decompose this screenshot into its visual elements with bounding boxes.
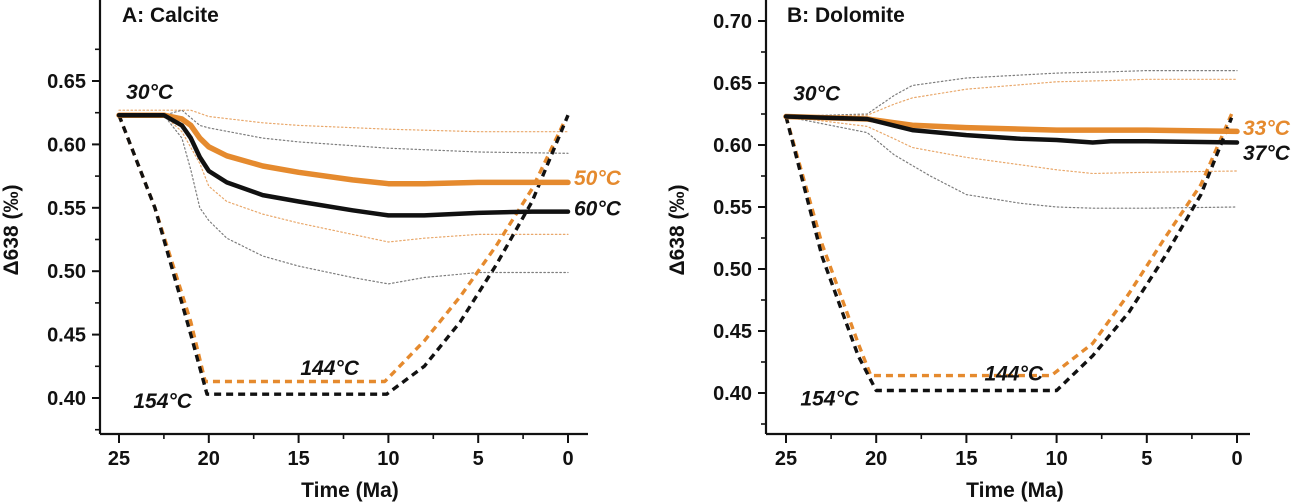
temperature-annotation: 37°C xyxy=(1243,142,1291,165)
x-axis-label: Time (Ma) xyxy=(301,479,399,502)
temperature-annotation: 30°C xyxy=(126,81,174,104)
temperature-annotation: 60°C xyxy=(574,197,622,220)
envelope-line xyxy=(785,115,1238,175)
y-tick-label: 0.70 xyxy=(713,11,752,33)
envelope-line xyxy=(118,109,569,154)
x-tick-label: 15 xyxy=(955,448,977,470)
y-tick-label: 0.65 xyxy=(47,71,86,93)
x-tick-label: 5 xyxy=(1141,448,1152,470)
y-tick-label: 0.40 xyxy=(47,388,86,410)
y-axis-label: Δ638 (‰) xyxy=(666,185,689,276)
y-tick-label: 0.65 xyxy=(713,73,752,95)
x-axis-label: Time (Ma) xyxy=(966,479,1064,502)
y-tick-label: 0.40 xyxy=(713,383,752,405)
temperature-annotation: 154°C xyxy=(800,387,859,410)
y-axis-label: Δ638 (‰) xyxy=(0,185,23,276)
x-tick-label: 0 xyxy=(562,448,573,470)
x-tick-label: 20 xyxy=(198,448,220,470)
temperature-annotation: 50°C xyxy=(574,167,622,190)
x-tick-label: 15 xyxy=(287,448,309,470)
envelope-line xyxy=(785,115,1238,209)
x-tick-label: 0 xyxy=(1231,448,1242,470)
x-tick-label: 10 xyxy=(377,448,399,470)
temperature-annotation: 144°C xyxy=(300,357,359,380)
y-tick-label: 0.45 xyxy=(713,321,752,343)
y-tick-label: 0.55 xyxy=(47,198,86,220)
y-tick-label: 0.50 xyxy=(47,261,86,283)
series-line-60C xyxy=(116,112,571,218)
x-tick-label: 10 xyxy=(1045,448,1067,470)
x-tick-label: 20 xyxy=(865,448,887,470)
envelope-line xyxy=(785,69,1238,118)
envelope-line xyxy=(118,109,569,133)
envelope-line xyxy=(118,114,569,285)
chart-title: A: Calcite xyxy=(122,4,219,27)
temperature-path-line xyxy=(117,114,566,384)
y-tick-label: 0.60 xyxy=(713,135,752,157)
temperature-annotation: 33°C xyxy=(1243,117,1291,140)
series-line-37C xyxy=(783,114,1240,145)
series-line-50C xyxy=(116,112,571,187)
y-tick-label: 0.60 xyxy=(47,134,86,156)
temperature-annotation: 154°C xyxy=(133,390,192,413)
x-tick-label: 25 xyxy=(775,448,797,470)
chart-title: B: Dolomite xyxy=(787,4,905,27)
envelope-line xyxy=(785,78,1238,118)
envelope-line xyxy=(118,114,569,243)
temperature-annotation: 144°C xyxy=(984,363,1043,386)
panel-dolomite: 0.40 0.45 0.50 0.55 0.60 0.65 0.70 25 20 15 10 5 0 Ti… xyxy=(666,0,1291,502)
y-tick-label: 0.45 xyxy=(47,325,86,347)
y-tick-label: 0.55 xyxy=(713,197,752,219)
panel-calcite: 0.40 0.45 0.50 0.55 0.60 0.65 25 20 15 10 5 0 Time (… xyxy=(0,0,622,502)
x-tick-label: 25 xyxy=(108,448,130,470)
x-tick-label: 5 xyxy=(473,448,484,470)
temperature-annotation: 30°C xyxy=(793,82,841,105)
temperature-path-line xyxy=(117,114,570,396)
temperature-path-line xyxy=(784,113,1234,378)
temperature-path-line xyxy=(784,116,1234,393)
y-tick-label: 0.50 xyxy=(713,259,752,281)
